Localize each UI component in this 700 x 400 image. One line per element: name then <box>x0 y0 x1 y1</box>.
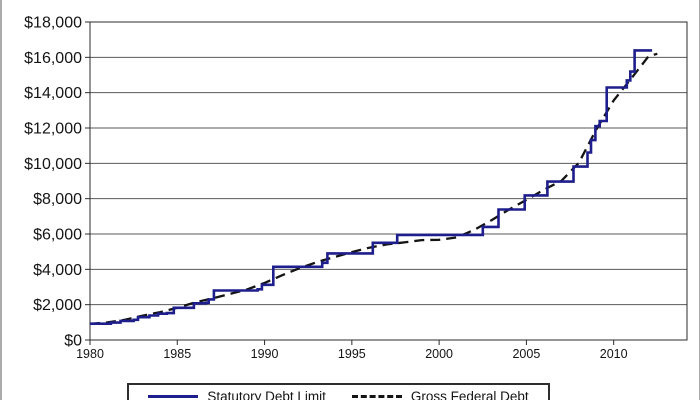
x-tick-label: 1985 <box>163 347 191 361</box>
plot-border <box>89 21 688 341</box>
legend-label-statutory-debt-limit: Statutory Debt Limit <box>207 389 326 400</box>
y-tick-label: $14,000 <box>24 85 82 102</box>
x-tick-label: 1980 <box>76 347 104 361</box>
legend-item-gross-federal-debt: Gross Federal Debt <box>351 389 529 400</box>
statutory-debt-limit-line <box>90 49 653 325</box>
y-tick-label: $18,000 <box>24 15 82 32</box>
legend-solid-line-sample <box>148 395 199 398</box>
x-tick-label: 1995 <box>338 347 366 361</box>
legend-label-gross-federal-debt: Gross Federal Debt <box>410 389 529 400</box>
chart-legend: Statutory Debt Limit Gross Federal Debt <box>127 383 550 400</box>
y-tick-label: $4,000 <box>33 262 82 279</box>
y-tick-label: $2,000 <box>33 297 82 314</box>
y-tick-label: $10,000 <box>24 156 82 173</box>
y-tick-label: $12,000 <box>24 121 82 138</box>
legend-item-statutory-debt-limit: Statutory Debt Limit <box>148 389 326 400</box>
y-tick-label: $6,000 <box>33 227 82 244</box>
y-tick-label: $8,000 <box>33 191 82 208</box>
legend-dashed-line-sample <box>351 395 402 398</box>
gross-federal-debt-line <box>89 52 658 326</box>
x-tick-label: 2000 <box>425 347 453 361</box>
x-tick-label: 2010 <box>600 347 628 361</box>
x-tick-label: 2005 <box>512 347 540 361</box>
x-tick-label: 1990 <box>251 347 279 361</box>
y-tick-label: $16,000 <box>24 50 82 67</box>
y-tick-label: $0 <box>64 333 82 350</box>
